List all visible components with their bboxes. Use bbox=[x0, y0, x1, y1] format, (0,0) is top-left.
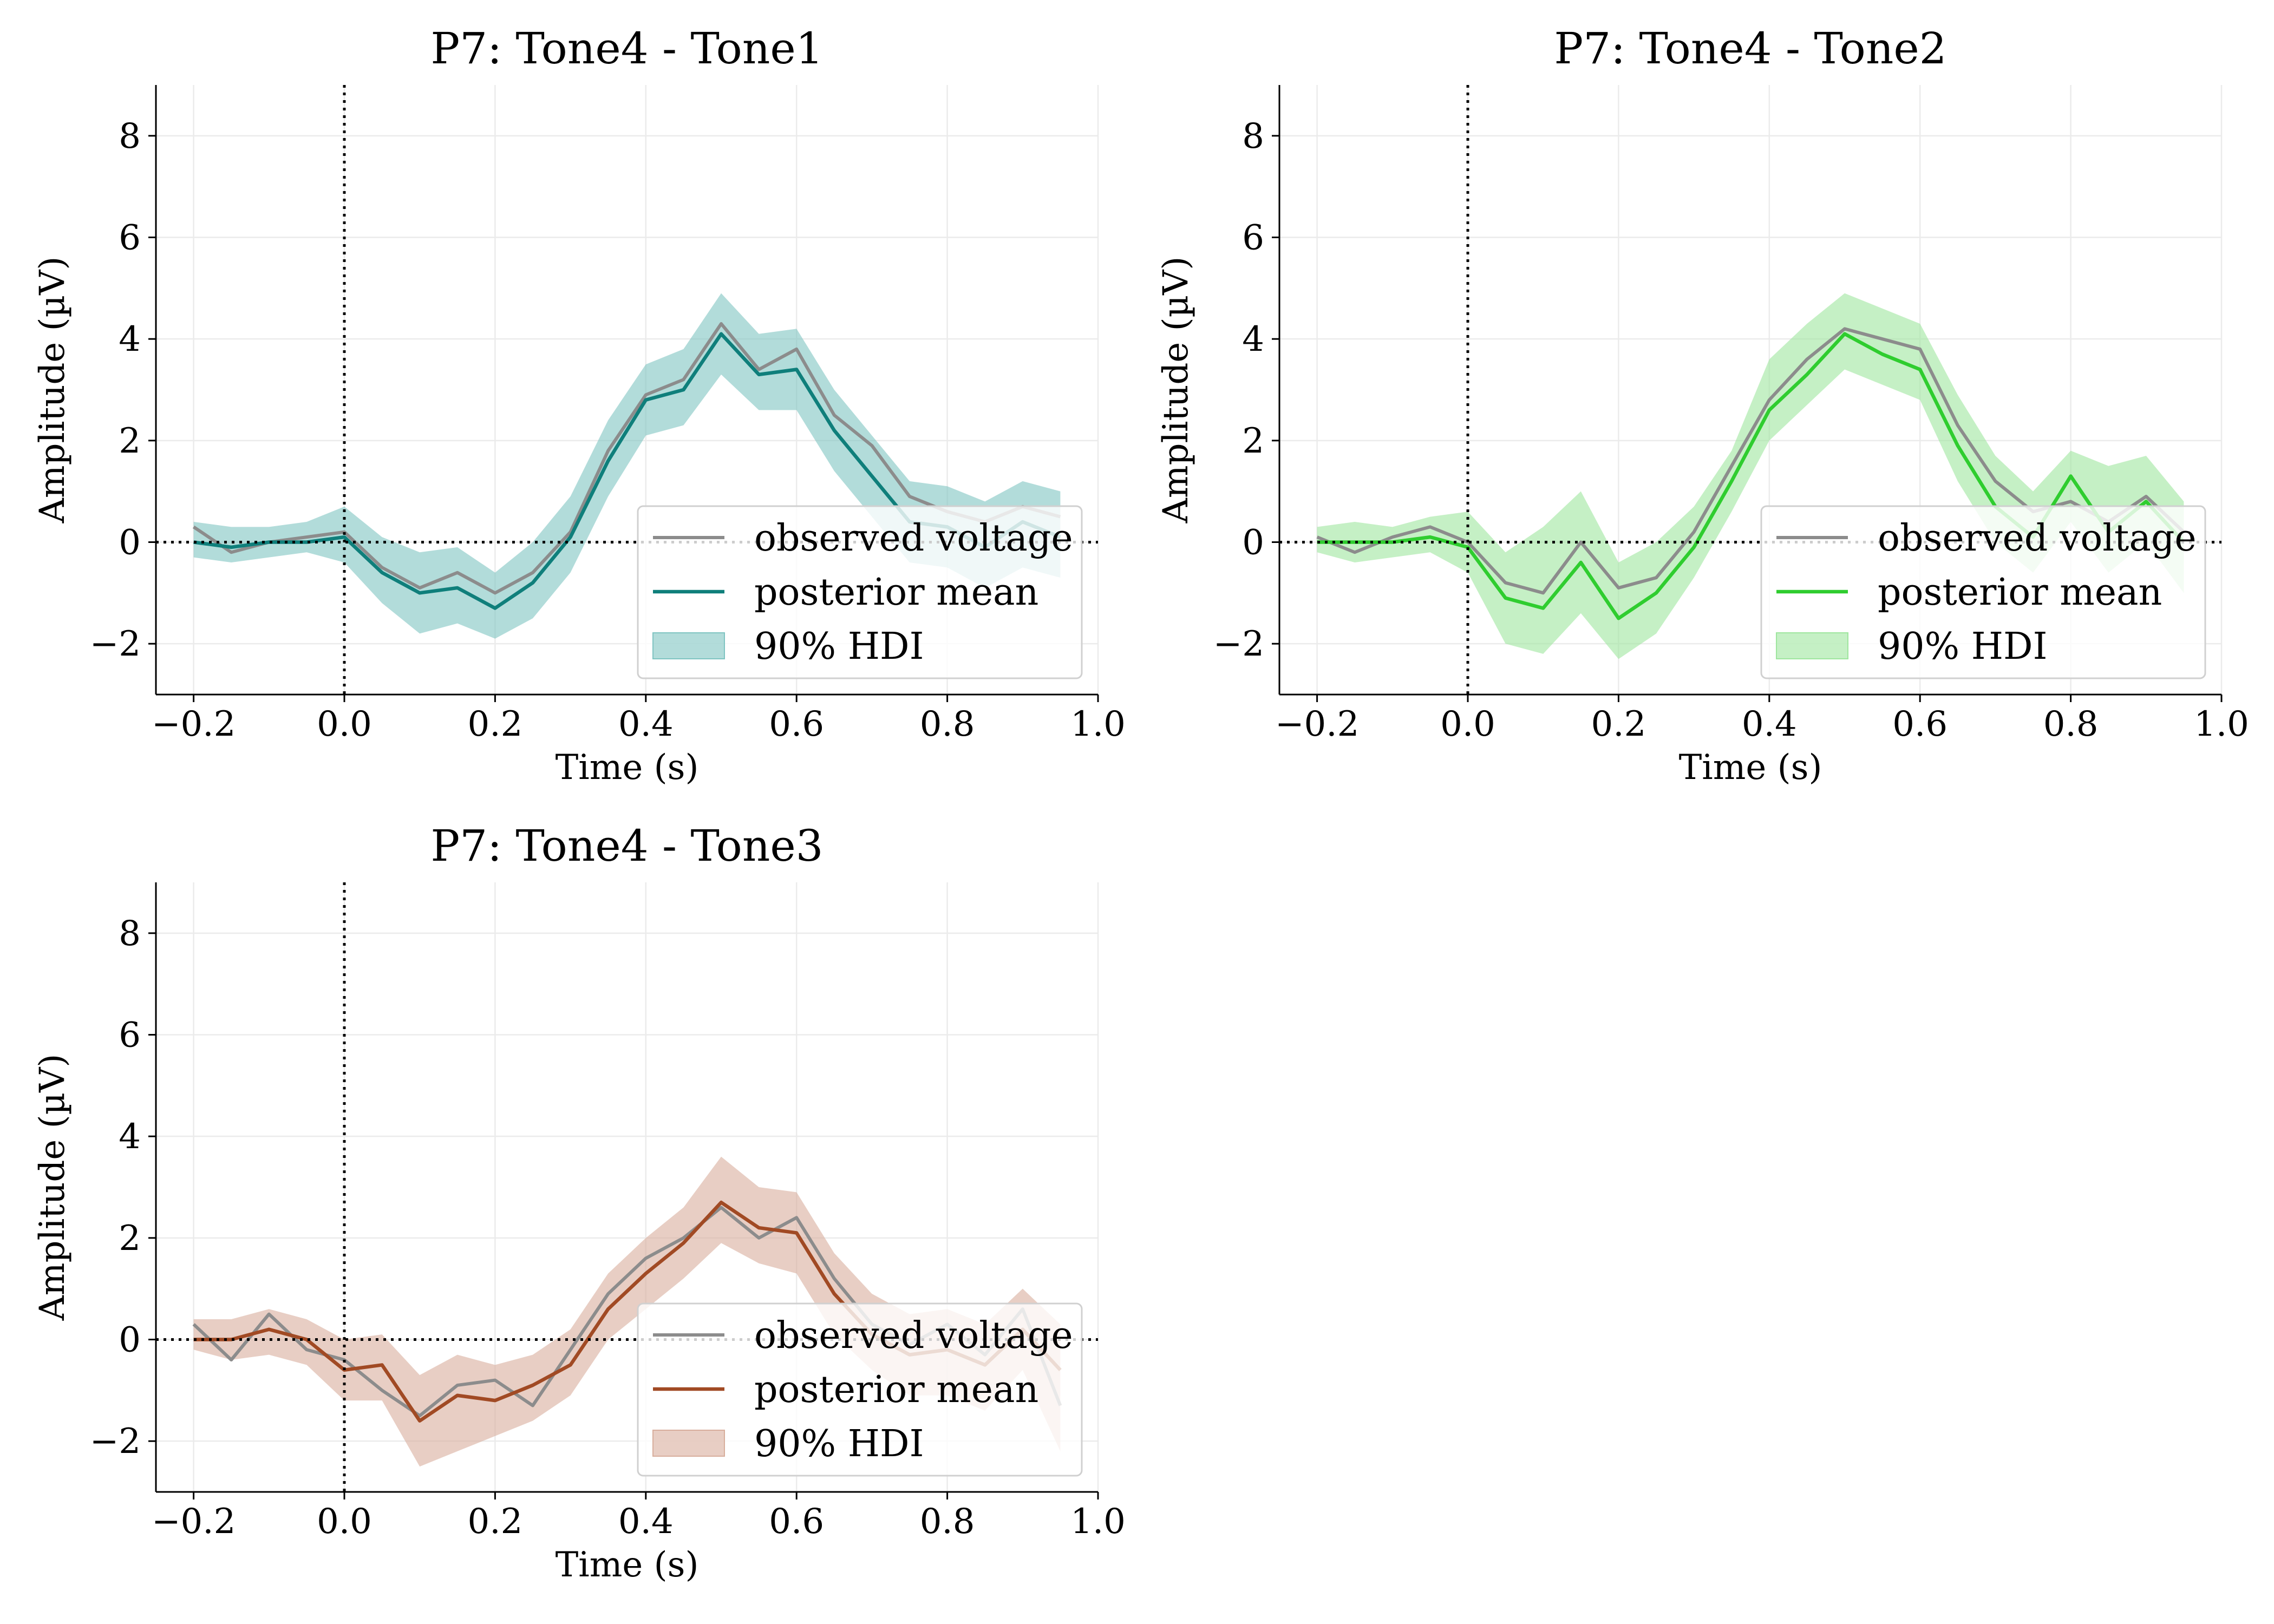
x-tick-label: −0.2 bbox=[1275, 704, 1359, 744]
x-tick-label: 0.8 bbox=[920, 1502, 975, 1542]
hdi-band bbox=[1317, 293, 2184, 659]
x-tick-label: 0.8 bbox=[2043, 704, 2099, 744]
x-axis-label: Time (s) bbox=[1679, 748, 1822, 788]
x-tick-label: 1.0 bbox=[1070, 1502, 1126, 1542]
y-tick-label: 0 bbox=[119, 523, 141, 563]
legend-entry: observed voltage bbox=[754, 1314, 1073, 1357]
legend-entry: posterior mean bbox=[754, 571, 1038, 614]
x-tick-label: 0.4 bbox=[618, 1502, 674, 1542]
y-tick-label: 8 bbox=[119, 914, 141, 954]
legend: observed voltage posterior mean 90% HDI bbox=[637, 1302, 1083, 1477]
x-tick-label: 1.0 bbox=[2194, 704, 2249, 744]
y-tick-label: 0 bbox=[119, 1320, 141, 1360]
chart-panel-2: −0.2 0.0 0.2 0.4 0.6 0.8 1.0 −2 0 2 4 6 8 P7: Tone4 -… bbox=[1156, 23, 2249, 788]
x-tick-label: −0.2 bbox=[152, 1502, 236, 1542]
x-axis-label: Time (s) bbox=[556, 1545, 699, 1585]
legend-box bbox=[637, 1302, 1083, 1477]
hdi-band bbox=[193, 1156, 1061, 1467]
x-tick-label: 0.0 bbox=[1440, 704, 1495, 744]
chart-title: P7: Tone4 - Tone3 bbox=[430, 821, 823, 871]
x-tick-label: 0.0 bbox=[317, 1502, 372, 1542]
x-tick-label: −0.2 bbox=[152, 704, 236, 744]
legend-entry: 90% HDI bbox=[754, 625, 924, 668]
legend-entry: posterior mean bbox=[754, 1368, 1038, 1411]
y-tick-label: 0 bbox=[1242, 523, 1264, 563]
x-tick-label: 0.6 bbox=[769, 704, 824, 744]
x-tick-label: 0.6 bbox=[1892, 704, 1948, 744]
x-tick-label: 0.2 bbox=[1591, 704, 1646, 744]
hdi-band bbox=[193, 293, 1061, 639]
legend-entry: 90% HDI bbox=[754, 1423, 924, 1465]
y-tick-label: 4 bbox=[1242, 319, 1264, 359]
legend-entry: posterior mean bbox=[1878, 571, 2162, 614]
x-tick-label: 0.8 bbox=[920, 704, 975, 744]
x-tick-label: 0.2 bbox=[468, 1502, 523, 1542]
legend: observed voltage posterior mean 90% HDI bbox=[637, 505, 1083, 679]
y-tick-label: 2 bbox=[1242, 421, 1264, 461]
legend-box bbox=[637, 505, 1083, 679]
y-tick-label: 4 bbox=[119, 1117, 141, 1157]
y-axis-label: Amplitude (µV) bbox=[32, 1054, 73, 1321]
y-tick-label: −2 bbox=[90, 624, 141, 664]
legend-hdi-swatch bbox=[652, 632, 725, 659]
x-tick-label: 0.2 bbox=[468, 704, 523, 744]
y-tick-label: 2 bbox=[119, 421, 141, 461]
y-tick-label: 6 bbox=[119, 1016, 141, 1056]
x-tick-label: 1.0 bbox=[1070, 704, 1126, 744]
chart-title: P7: Tone4 - Tone2 bbox=[1554, 23, 1946, 74]
x-axis-label: Time (s) bbox=[556, 748, 699, 788]
y-tick-label: 8 bbox=[119, 116, 141, 156]
legend-hdi-swatch bbox=[652, 1430, 725, 1457]
y-tick-label: 8 bbox=[1242, 116, 1264, 156]
legend-entry: observed voltage bbox=[1878, 517, 2197, 560]
y-axis-label: Amplitude (µV) bbox=[1156, 257, 1196, 524]
x-tick-label: 0.4 bbox=[1742, 704, 1797, 744]
y-tick-label: 6 bbox=[119, 218, 141, 258]
x-tick-label: 0.6 bbox=[769, 1502, 824, 1542]
y-tick-label: 2 bbox=[119, 1219, 141, 1259]
y-tick-label: 4 bbox=[119, 319, 141, 359]
y-tick-label: −2 bbox=[90, 1422, 141, 1462]
legend-box bbox=[1760, 505, 2206, 679]
legend-entry: 90% HDI bbox=[1878, 625, 2047, 668]
y-tick-label: 6 bbox=[1242, 218, 1264, 258]
y-tick-label: −2 bbox=[1213, 624, 1264, 664]
legend-entry: observed voltage bbox=[754, 517, 1073, 560]
legend-hdi-swatch bbox=[1776, 632, 1848, 659]
chart-panel-3: −0.2 0.0 0.2 0.4 0.6 0.8 1.0 −2 0 2 4 6 8 P7: Tone4 -… bbox=[32, 821, 1126, 1585]
x-tick-label: 0.0 bbox=[317, 704, 372, 744]
legend: observed voltage posterior mean 90% HDI bbox=[1760, 505, 2206, 679]
observed-voltage-line bbox=[192, 322, 1061, 595]
y-axis-label: Amplitude (µV) bbox=[32, 257, 73, 524]
chart-panel-1: −0.2 0.0 0.2 0.4 0.6 0.8 1.0 −2 0 2 4 6 8 P7: Tone4 -… bbox=[32, 23, 1126, 788]
chart-title: P7: Tone4 - Tone1 bbox=[430, 23, 823, 74]
x-tick-label: 0.4 bbox=[618, 704, 674, 744]
